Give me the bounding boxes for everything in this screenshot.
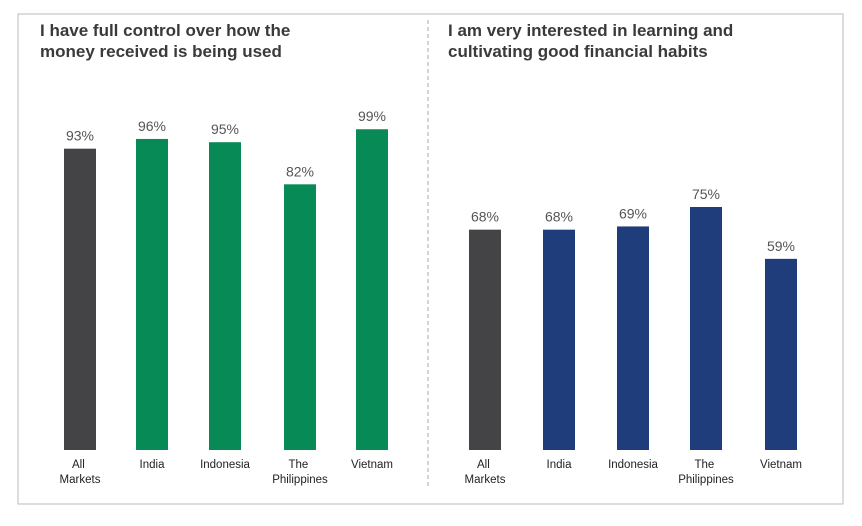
value-label: 59%: [767, 238, 795, 254]
frame: [17, 13, 844, 505]
x-tick-label: The Philippines: [678, 459, 734, 486]
bar: [469, 229, 501, 450]
bar: [543, 229, 575, 450]
bar: [617, 226, 649, 450]
value-label: 99%: [358, 108, 386, 124]
value-label: 93%: [66, 128, 94, 144]
bar: [690, 207, 722, 450]
value-label: 95%: [211, 121, 239, 137]
x-tick-label: Vietnam: [351, 459, 393, 471]
value-label: 68%: [471, 209, 499, 225]
bar: [765, 258, 797, 450]
bar: [136, 138, 168, 450]
x-tick-label: India: [140, 459, 166, 471]
x-tick-label: Indonesia: [608, 459, 658, 471]
x-tick-label: The Philippines: [272, 459, 328, 486]
x-tick-label: Vietnam: [760, 459, 802, 471]
chart-title: I am very interested in learning and cul…: [448, 21, 734, 61]
value-label: 96%: [138, 118, 166, 134]
bar: [356, 129, 388, 451]
x-tick-label: Indonesia: [200, 459, 250, 471]
bar: [284, 184, 316, 450]
value-label: 69%: [619, 205, 647, 221]
bar: [209, 142, 241, 450]
chart-title: I have full control over how the money r…: [40, 21, 291, 61]
x-tick-label: India: [547, 459, 573, 471]
bar: [64, 148, 96, 450]
x-tick-label: All Markets: [60, 459, 101, 486]
value-label: 75%: [692, 186, 720, 202]
x-tick-label: All Markets: [465, 459, 506, 486]
value-label: 68%: [545, 209, 573, 225]
value-label: 82%: [286, 163, 314, 179]
